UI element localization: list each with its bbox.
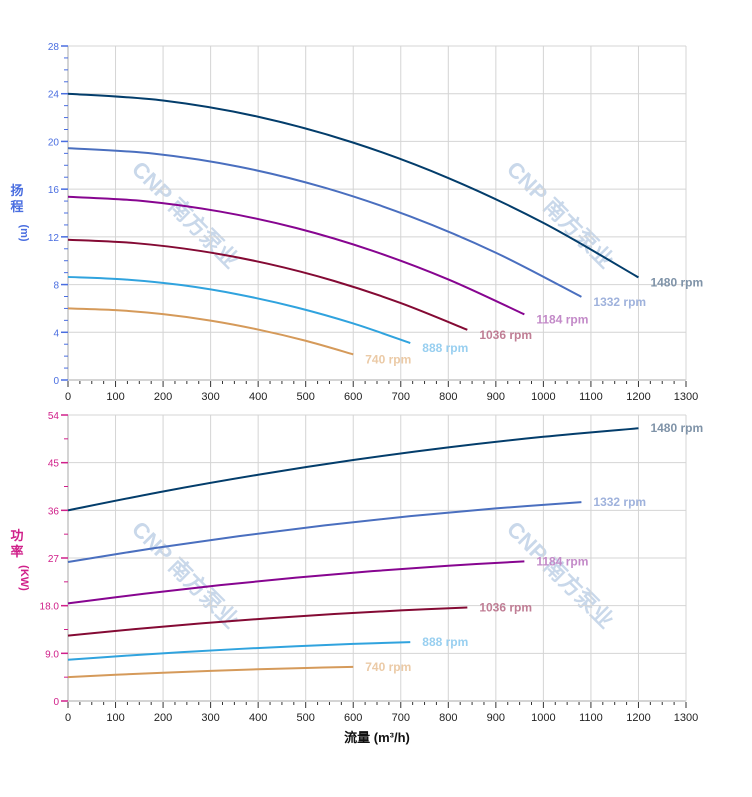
watermark: CNP 南方泵业 — [502, 516, 619, 633]
series-line-1036-rpm — [67, 238, 468, 331]
x-tick-label: 0 — [65, 712, 71, 724]
series-line-888-rpm — [67, 275, 411, 344]
y-axis-unit: (m) — [18, 224, 30, 241]
y-axis-label: 功 — [10, 528, 23, 543]
y-tick-label: 0 — [53, 376, 59, 387]
series-label: 1480 rpm — [650, 421, 703, 435]
series-line-1184-rpm — [67, 195, 525, 316]
watermark: CNP 南方泵业 — [127, 516, 244, 633]
x-tick-label: 300 — [201, 712, 219, 724]
x-tick-label: 700 — [392, 712, 410, 724]
y-tick-label: 20 — [48, 137, 60, 148]
x-tick-label: 400 — [249, 712, 267, 724]
x-tick-label: 1300 — [674, 712, 698, 724]
series-label: 1332 rpm — [593, 295, 646, 309]
x-tick-label: 1000 — [531, 391, 555, 403]
y-tick-label: 45 — [48, 459, 60, 470]
x-tick-label: 400 — [249, 391, 267, 403]
series-line-1184-rpm — [67, 560, 525, 605]
chart-panel-2: 0 100 200 300 400 500 600 700 800 900 1000 1100 1200… — [10, 411, 703, 745]
y-tick-label: 8 — [53, 281, 59, 292]
series-label: 1036 rpm — [479, 600, 532, 614]
series-line-1480-rpm — [67, 427, 639, 512]
y-axis-label: 程 — [10, 199, 23, 214]
x-tick-label: 1200 — [626, 712, 650, 724]
x-tick-label: 500 — [297, 712, 315, 724]
y-axis-label: 扬 — [10, 183, 23, 198]
y-tick-label: 9.0 — [45, 649, 59, 660]
y-tick-label: 54 — [48, 411, 60, 422]
series-label: 1184 rpm — [536, 312, 588, 326]
x-tick-label: 100 — [106, 391, 124, 403]
series-label: 888 rpm — [422, 635, 468, 649]
x-tick-label: 1300 — [674, 391, 698, 403]
chart-panel-1: 0 100 200 300 400 500 600 700 800 900 1000 1100 1200… — [10, 42, 703, 403]
x-tick-label: 1100 — [579, 712, 603, 724]
x-tick-label: 600 — [344, 712, 362, 724]
x-tick-label: 200 — [154, 712, 172, 724]
series-label: 1332 rpm — [593, 495, 646, 509]
series-line-740-rpm — [67, 665, 354, 679]
series-label: 1036 rpm — [479, 328, 532, 342]
x-tick-label: 300 — [201, 391, 219, 403]
y-tick-label: 4 — [53, 328, 59, 339]
series-label: 888 rpm — [422, 341, 468, 355]
x-tick-label: 1100 — [579, 391, 603, 403]
series-line-1332-rpm — [67, 501, 582, 564]
y-axis-label: 率 — [10, 544, 23, 559]
series-label: 1480 rpm — [650, 275, 703, 289]
y-tick-label: 16 — [48, 185, 60, 196]
y-tick-label: 12 — [48, 233, 60, 244]
x-tick-label: 900 — [487, 391, 505, 403]
y-tick-label: 0 — [53, 697, 59, 708]
x-tick-label: 1200 — [626, 391, 650, 403]
y-tick-label: 36 — [48, 506, 60, 517]
x-tick-label: 800 — [439, 391, 457, 403]
y-tick-label: 18.0 — [40, 602, 60, 613]
x-tick-label: 200 — [154, 391, 172, 403]
x-tick-label: 500 — [297, 391, 315, 403]
x-tick-label: 600 — [344, 391, 362, 403]
series-line-1480-rpm — [67, 92, 639, 279]
x-tick-label: 1000 — [531, 712, 555, 724]
series-line-1036-rpm — [67, 606, 468, 637]
series-line-1332-rpm — [67, 147, 582, 298]
x-tick-label: 700 — [392, 391, 410, 403]
y-axis-unit: (KW) — [18, 565, 30, 591]
series-label: 740 rpm — [365, 660, 411, 674]
y-tick-label: 24 — [48, 90, 60, 101]
series-label: 740 rpm — [365, 352, 411, 366]
x-axis-label: 流量 (m³/h) — [344, 730, 410, 745]
y-tick-label: 27 — [48, 554, 60, 565]
series-line-740-rpm — [67, 307, 354, 356]
x-tick-label: 800 — [439, 712, 457, 724]
x-tick-label: 0 — [65, 391, 71, 403]
y-tick-label: 28 — [48, 42, 60, 53]
x-tick-label: 900 — [487, 712, 505, 724]
series-label: 1184 rpm — [536, 554, 588, 568]
series-line-888-rpm — [67, 641, 411, 661]
x-tick-label: 100 — [106, 712, 124, 724]
